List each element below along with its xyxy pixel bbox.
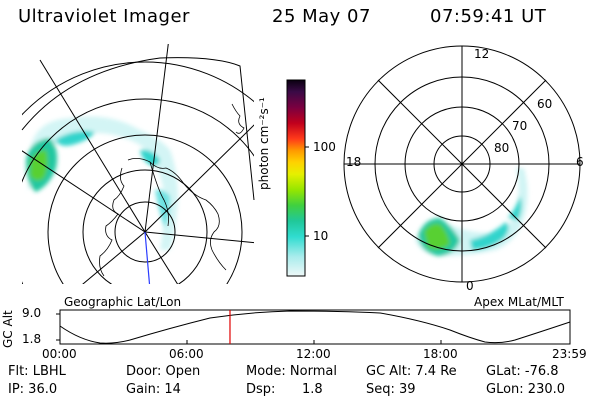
mlt-label-0: 0 bbox=[466, 279, 474, 293]
time-label: 07:59:41 UT bbox=[430, 6, 547, 27]
apex-caption: Apex MLat/MLT bbox=[474, 295, 564, 309]
dsp-value: 1.8 bbox=[302, 382, 323, 397]
time-tick-00: 00:00 bbox=[42, 347, 77, 361]
ip-info: IP: 36.0 bbox=[8, 382, 58, 397]
altitude-plot bbox=[56, 309, 571, 345]
geographic-map bbox=[22, 44, 254, 284]
seq-info: Seq: 39 bbox=[366, 382, 416, 397]
lat-label-60: 60 bbox=[537, 97, 553, 111]
lat-label-70: 70 bbox=[512, 119, 528, 133]
door-info: Door: Open bbox=[126, 364, 201, 379]
aurora-emission-right bbox=[415, 168, 528, 256]
satellite-track bbox=[144, 231, 151, 284]
time-tick-2359: 23:59 bbox=[552, 347, 587, 361]
apex-polar-map bbox=[343, 45, 581, 283]
alt-tick-1-8: 1.8 bbox=[22, 332, 42, 346]
colorbar-tick-100: 100 bbox=[313, 140, 336, 154]
glat-info: GLat: -76.8 bbox=[486, 364, 559, 379]
time-tick-06: 06:00 bbox=[169, 347, 204, 361]
mlt-label-6: 6 bbox=[576, 155, 584, 169]
instrument-title: Ultraviolet Imager bbox=[18, 6, 190, 27]
colorbar-unit-label: photon cm⁻²s⁻¹ bbox=[257, 97, 271, 190]
time-tick-12: 12:00 bbox=[296, 347, 331, 361]
time-tick-18: 18:00 bbox=[423, 347, 458, 361]
filter-info: Flt: LBHL bbox=[8, 364, 66, 379]
altitude-ylabel: GC Alt bbox=[1, 310, 15, 348]
lat-label-80: 80 bbox=[494, 141, 510, 155]
mlt-label-18: 18 bbox=[346, 155, 362, 169]
aurora-emission-left bbox=[26, 116, 178, 250]
date-label: 25 May 07 bbox=[272, 6, 371, 27]
mode-info: Mode: Normal bbox=[246, 364, 337, 379]
gc-alt-info: GC Alt: 7.4 Re bbox=[366, 364, 457, 379]
dsp-label: Dsp: bbox=[246, 382, 276, 397]
colorbar bbox=[286, 79, 306, 277]
geographic-caption: Geographic Lat/Lon bbox=[64, 295, 182, 309]
colorbar-tick-10: 10 bbox=[313, 229, 329, 243]
alt-tick-9: 9.0 bbox=[22, 306, 42, 320]
mlt-label-12: 12 bbox=[474, 47, 490, 61]
map-boundary bbox=[21, 57, 255, 201]
glon-info: GLon: 230.0 bbox=[486, 382, 566, 397]
gain-info: Gain: 14 bbox=[126, 382, 181, 397]
